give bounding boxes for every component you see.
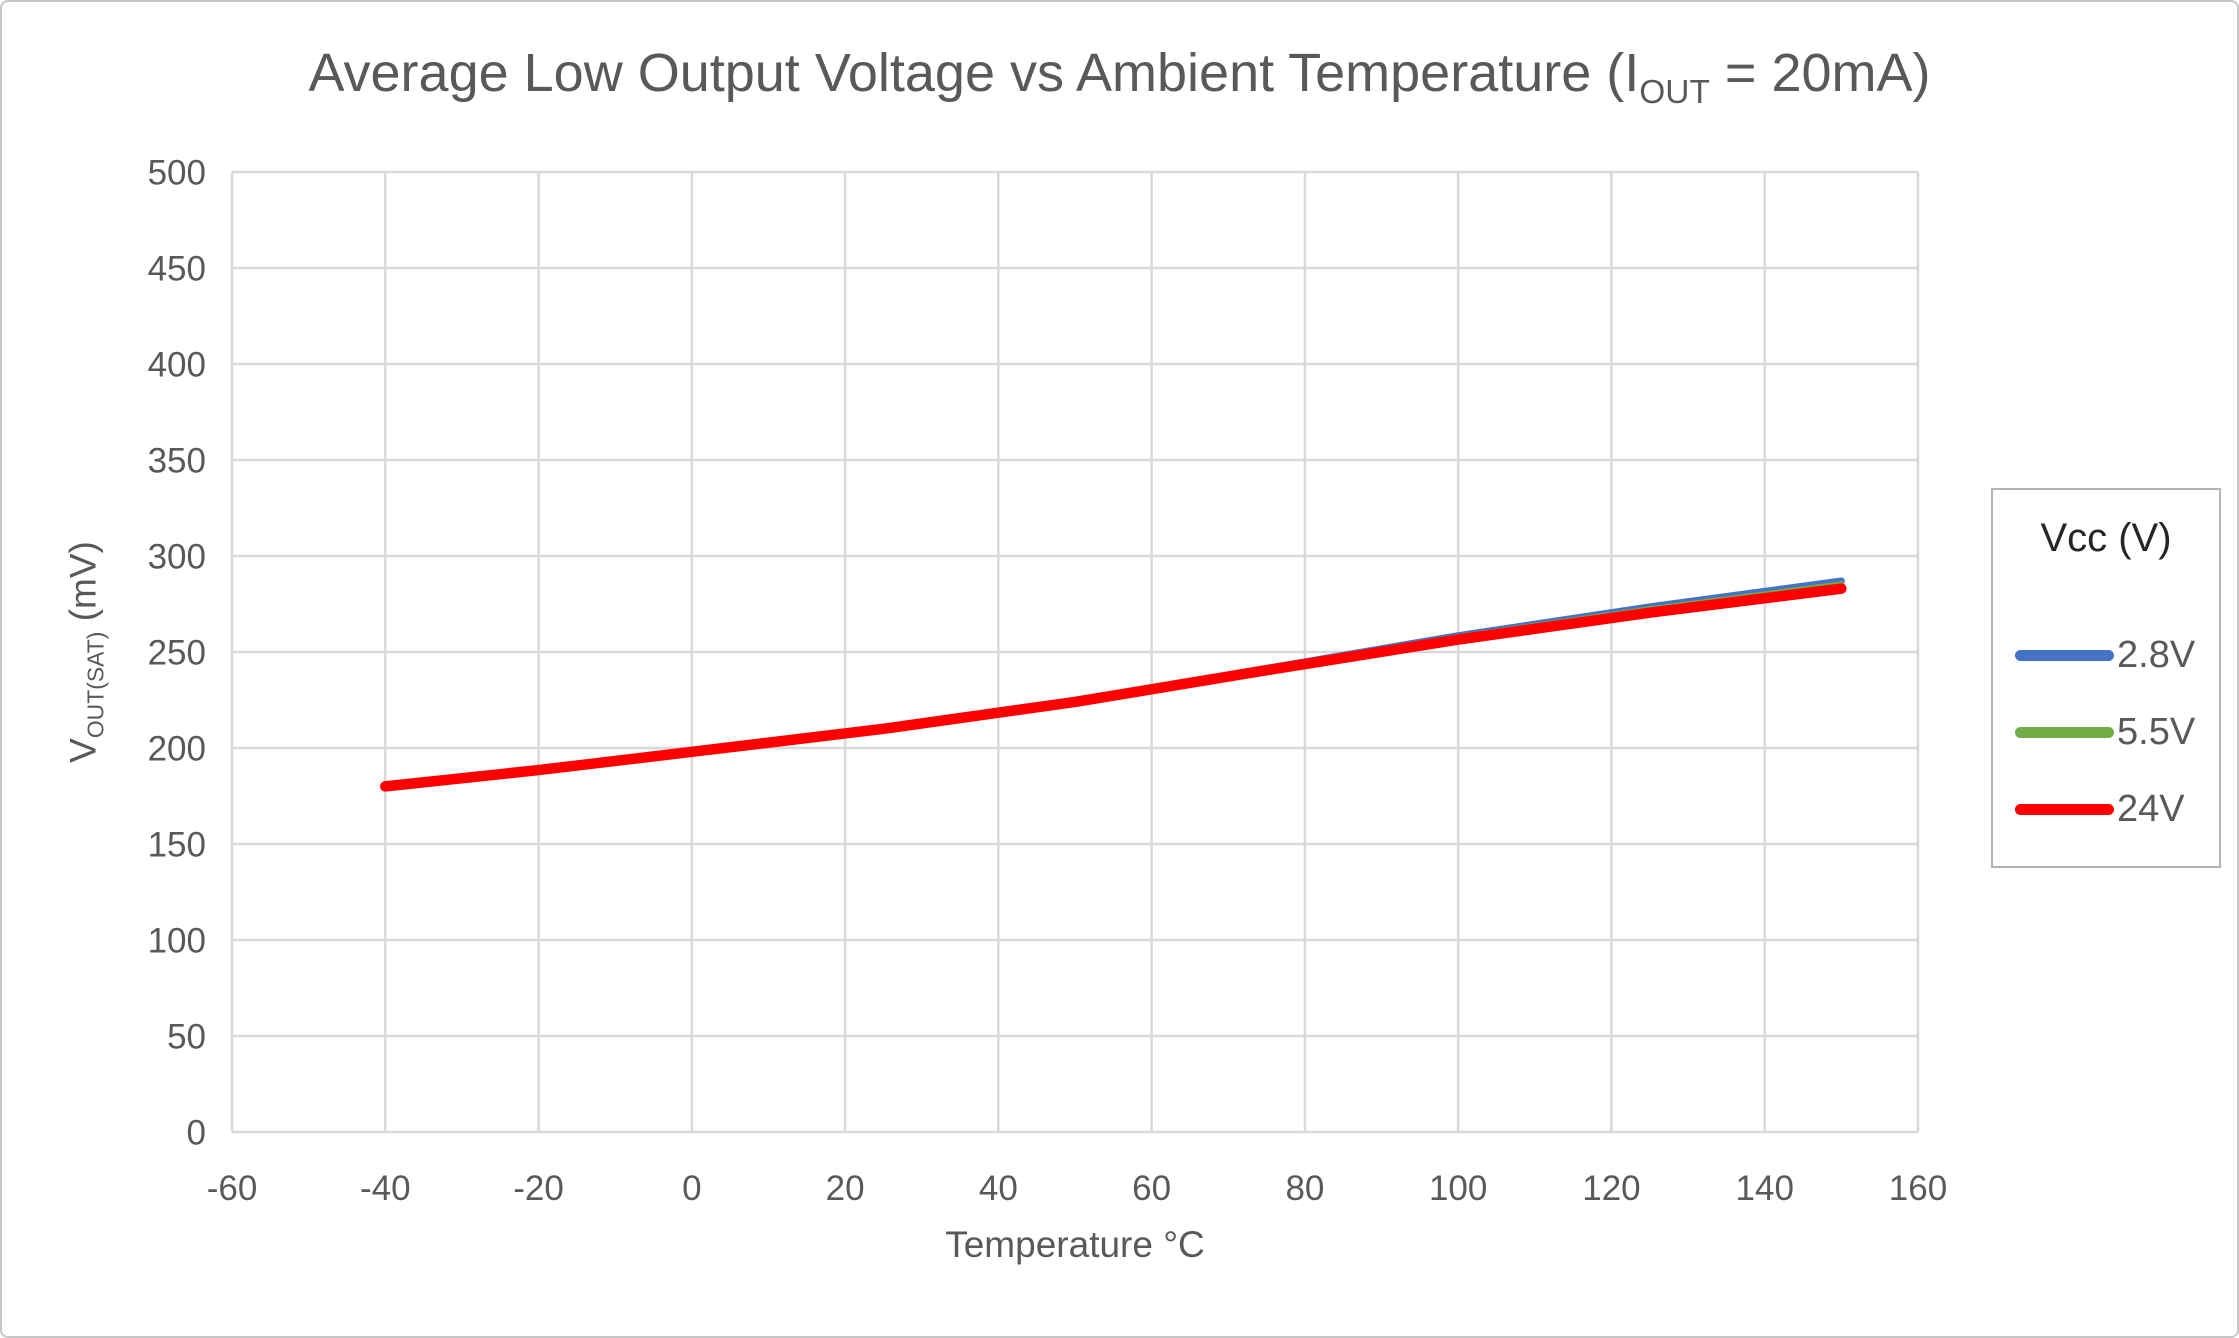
y-tick-label: 0 (187, 1114, 206, 1153)
y-tick-label: 300 (148, 538, 206, 577)
x-axis-title: Temperature °C (945, 1224, 1205, 1265)
chart-title-text: Average Low Output Voltage vs Ambient Te… (308, 43, 1640, 103)
x-tick-label: 0 (682, 1169, 701, 1208)
y-tick-label: 150 (148, 826, 206, 865)
x-tick-label: 140 (1736, 1169, 1794, 1208)
x-tick-label: 80 (1285, 1169, 1324, 1208)
legend-entry: 2.8V (1993, 633, 2219, 676)
legend-swatch-5.5V (2015, 726, 2114, 738)
x-tick-label: 40 (979, 1169, 1018, 1208)
legend-entry: 5.5V (1993, 710, 2219, 753)
legend: Vcc (V) 2.8V 5.5V 24V (1991, 488, 2221, 868)
legend-entry-label: 5.5V (2117, 710, 2196, 753)
legend-swatch-24V (2015, 803, 2114, 815)
legend-title: Vcc (V) (2040, 516, 2172, 560)
y-tick-label: 250 (148, 634, 206, 673)
x-tick-label: -20 (513, 1169, 564, 1208)
x-tick-label: -60 (207, 1169, 258, 1208)
x-tick-label: -40 (360, 1169, 411, 1208)
y-axis-title: VOUT(SAT) (mV) (62, 541, 109, 763)
y-axis-title-unit: (mV) (62, 541, 104, 632)
y-axis-title-main: V (62, 738, 104, 763)
y-tick-label: 100 (148, 922, 206, 961)
legend-entry-label: 2.8V (2117, 633, 2196, 676)
legend-entry-label: 24V (2117, 787, 2185, 830)
x-tick-label: 100 (1429, 1169, 1487, 1208)
legend-swatch-2.8V (2015, 649, 2114, 661)
y-tick-label: 450 (148, 250, 206, 289)
y-tick-label: 200 (148, 730, 206, 769)
chart-title: Average Low Output Voltage vs Ambient Te… (2, 42, 2237, 112)
x-tick-label: 120 (1582, 1169, 1640, 1208)
y-tick-label: 50 (167, 1018, 206, 1057)
x-tick-label: 60 (1132, 1169, 1171, 1208)
legend-entry: 24V (1993, 787, 2219, 830)
chart-title-subscript: OUT (1639, 73, 1710, 111)
series-line-24V (380, 583, 1847, 792)
y-tick-label: 500 (148, 154, 206, 193)
x-tick-label: 20 (826, 1169, 865, 1208)
y-axis-title-subscript: OUT(SAT) (82, 631, 109, 739)
chart-title-text-after: = 20mA) (1709, 43, 1931, 103)
y-tick-label: 350 (148, 442, 206, 481)
x-tick-label: 160 (1889, 1169, 1947, 1208)
y-tick-label: 400 (148, 346, 206, 385)
